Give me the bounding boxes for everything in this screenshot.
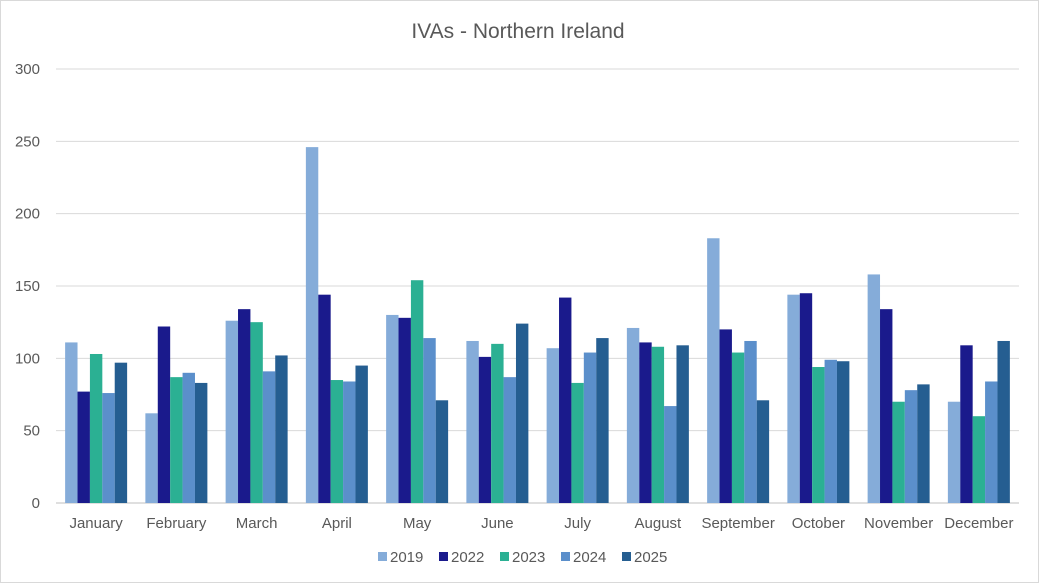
bar-2023-november — [892, 401, 905, 503]
x-tick-label: May — [403, 515, 432, 532]
y-tick-label: 300 — [15, 61, 40, 78]
bar-2025-june — [515, 323, 529, 503]
bar-2019-january — [65, 342, 78, 503]
legend-swatch-2023 — [500, 552, 509, 561]
bar-2025-april — [355, 365, 368, 503]
y-tick-label: 50 — [23, 423, 40, 440]
legend-label-2022: 2022 — [451, 549, 484, 566]
bar-2024-april — [343, 381, 356, 503]
bar-2025-october — [836, 361, 850, 503]
bar-2025-july — [596, 338, 609, 503]
y-tick-label: 0 — [32, 495, 40, 512]
x-tick-label: February — [146, 515, 207, 532]
legend-label-2019: 2019 — [390, 549, 423, 566]
bar-2023-january — [89, 353, 103, 503]
bar-2023-december — [972, 416, 986, 503]
bar-2019-september — [707, 238, 720, 503]
bar-2025-january — [114, 362, 128, 503]
x-tick-label: August — [635, 515, 683, 532]
y-tick-label: 100 — [15, 350, 40, 367]
bar-2024-december — [985, 381, 998, 503]
bar-2019-march — [225, 320, 239, 503]
bar-2024-february — [182, 372, 195, 503]
x-tick-label: June — [481, 515, 514, 532]
bar-2022-june — [478, 356, 492, 503]
bar-2019-october — [787, 294, 800, 503]
x-tick-label: April — [322, 515, 352, 532]
bar-2025-march — [275, 355, 288, 503]
bar-2019-august — [626, 327, 640, 503]
bar-2024-may — [423, 338, 436, 503]
bar-2019-july — [546, 348, 560, 503]
bar-2024-november — [904, 390, 918, 503]
bar-2019-april — [305, 147, 319, 503]
bar-2019-november — [867, 274, 881, 503]
bar-2023-july — [571, 382, 584, 503]
bar-2024-october — [824, 359, 837, 503]
bar-2025-may — [435, 400, 449, 503]
bar-2024-august — [664, 406, 677, 503]
bar-2024-june — [503, 377, 516, 503]
chart-title: IVAs - Northern Ireland — [411, 20, 624, 43]
bar-2024-january — [102, 393, 115, 503]
bar-2022-december — [960, 345, 973, 503]
bar-2022-may — [398, 317, 411, 503]
bar-2022-february — [157, 326, 171, 503]
legend-label-2025: 2025 — [634, 549, 667, 566]
bar-2024-july — [583, 352, 597, 503]
bar-2019-june — [466, 340, 479, 503]
y-tick-label: 200 — [15, 206, 40, 223]
x-tick-label: September — [701, 515, 774, 532]
legend-swatch-2019 — [378, 552, 387, 561]
bar-2022-august — [639, 342, 652, 503]
bar-2025-december — [997, 340, 1010, 503]
bar-2022-july — [559, 297, 572, 503]
bar-2023-october — [812, 367, 825, 503]
legend-swatch-2025 — [622, 552, 631, 561]
bar-2025-september — [756, 400, 770, 503]
x-tick-label: November — [864, 515, 933, 532]
bar-2023-february — [170, 377, 183, 503]
bar-2019-february — [145, 413, 158, 503]
bar-2022-october — [799, 293, 813, 503]
bar-2019-december — [947, 401, 961, 503]
bar-2025-february — [194, 382, 208, 503]
bar-2022-january — [77, 391, 90, 503]
x-tick-label: March — [236, 515, 278, 532]
bar-2022-september — [719, 329, 732, 503]
bar-2022-april — [318, 294, 331, 503]
bar-2022-november — [880, 309, 893, 503]
bar-2023-april — [330, 380, 344, 503]
bar-2023-august — [651, 346, 665, 503]
legend-label-2023: 2023 — [512, 549, 545, 566]
bar-2023-may — [410, 280, 424, 503]
bar-2025-november — [917, 384, 930, 503]
bar-2023-march — [250, 322, 263, 503]
legend-swatch-2022 — [439, 552, 448, 561]
bar-2022-march — [238, 309, 251, 503]
y-tick-label: 150 — [15, 278, 40, 295]
y-tick-label: 250 — [15, 133, 40, 150]
legend-label-2024: 2024 — [573, 549, 606, 566]
bar-2019-may — [386, 314, 399, 503]
x-tick-label: January — [69, 515, 123, 532]
bar-2024-september — [744, 340, 757, 503]
legend-swatch-2024 — [561, 552, 570, 561]
x-tick-label: December — [944, 515, 1013, 532]
bar-2025-august — [676, 345, 689, 503]
x-tick-label: July — [564, 515, 591, 532]
bar-2023-june — [491, 343, 504, 503]
bar-2024-march — [262, 371, 276, 503]
x-tick-label: October — [792, 515, 845, 532]
bar-2023-september — [731, 352, 745, 503]
